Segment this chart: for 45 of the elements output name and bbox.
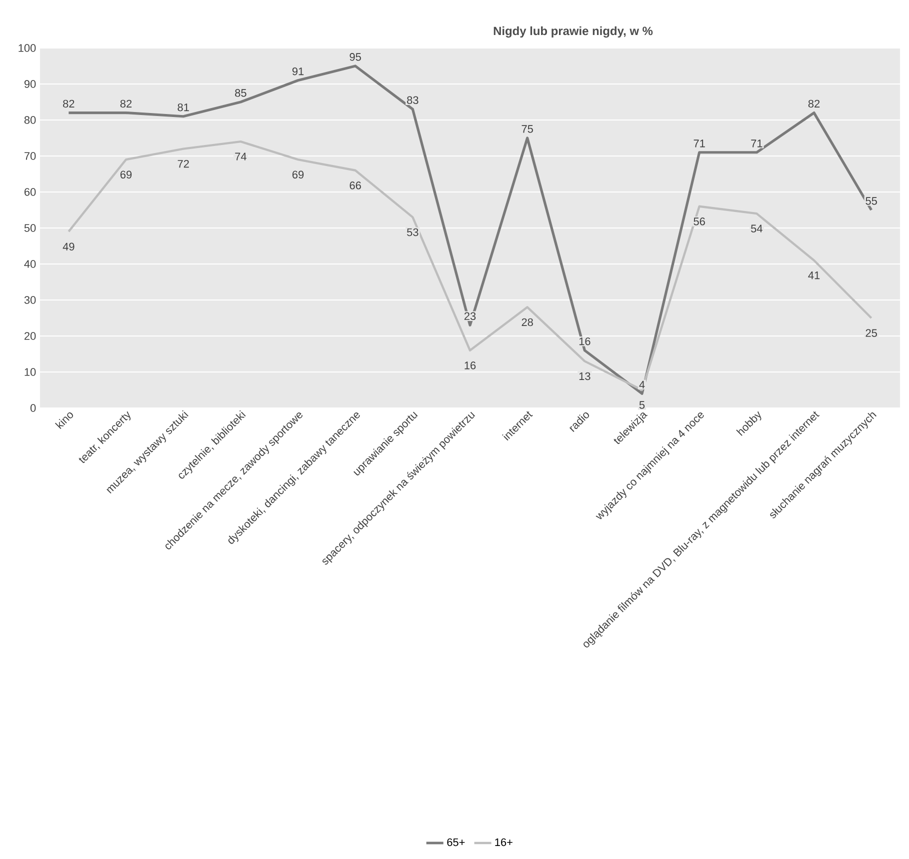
data-label: 66 xyxy=(350,182,361,190)
y-tick-label: 0 xyxy=(30,404,36,412)
data-label: 4 xyxy=(639,380,645,388)
data-label: 81 xyxy=(178,103,189,112)
data-label: 16 xyxy=(579,337,590,346)
y-tick-label: 30 xyxy=(24,296,36,304)
data-label: 74 xyxy=(235,152,246,160)
data-label: 13 xyxy=(579,372,590,380)
data-label: 82 xyxy=(120,100,132,108)
data-label: 56 xyxy=(694,218,705,226)
y-tick-label: 90 xyxy=(24,80,36,88)
y-tick-label: 10 xyxy=(24,368,36,376)
data-label: 54 xyxy=(751,224,762,232)
data-label: 75 xyxy=(522,125,533,133)
data-label: 83 xyxy=(407,96,418,104)
data-label: 82 xyxy=(63,100,74,108)
y-tick-label: 20 xyxy=(24,332,36,340)
data-label: 55 xyxy=(866,197,877,205)
data-label: 5 xyxy=(639,401,645,409)
data-label: 69 xyxy=(292,170,304,179)
data-label: 71 xyxy=(751,140,762,148)
chart-title: Nigdy lub prawie nigdy, w % xyxy=(494,26,653,38)
y-tick-label: 80 xyxy=(24,116,36,124)
data-label: 49 xyxy=(62,242,74,251)
data-label: 23 xyxy=(464,312,476,320)
y-tick-label: 40 xyxy=(24,260,36,268)
data-label: 53 xyxy=(407,228,418,236)
data-label: 91 xyxy=(292,67,304,76)
y-tick-label: 60 xyxy=(24,188,36,196)
y-tick-label: 50 xyxy=(24,224,36,232)
legend-label: 65+ xyxy=(447,838,465,846)
data-label: 41 xyxy=(808,272,820,280)
data-label: 95 xyxy=(350,53,361,61)
data-label: 72 xyxy=(178,160,189,168)
data-label: 16 xyxy=(464,362,476,370)
y-tick-label: 100 xyxy=(18,44,36,52)
data-label: 25 xyxy=(866,329,877,337)
data-label: 71 xyxy=(694,140,705,148)
y-tick-label: 70 xyxy=(24,152,36,160)
data-label: 69 xyxy=(120,170,132,179)
data-label: 82 xyxy=(808,100,820,108)
data-label: 28 xyxy=(522,318,533,326)
x-tick-label: kino xyxy=(54,412,74,429)
data-label: 85 xyxy=(235,89,246,97)
legend-label: 16+ xyxy=(495,838,512,846)
